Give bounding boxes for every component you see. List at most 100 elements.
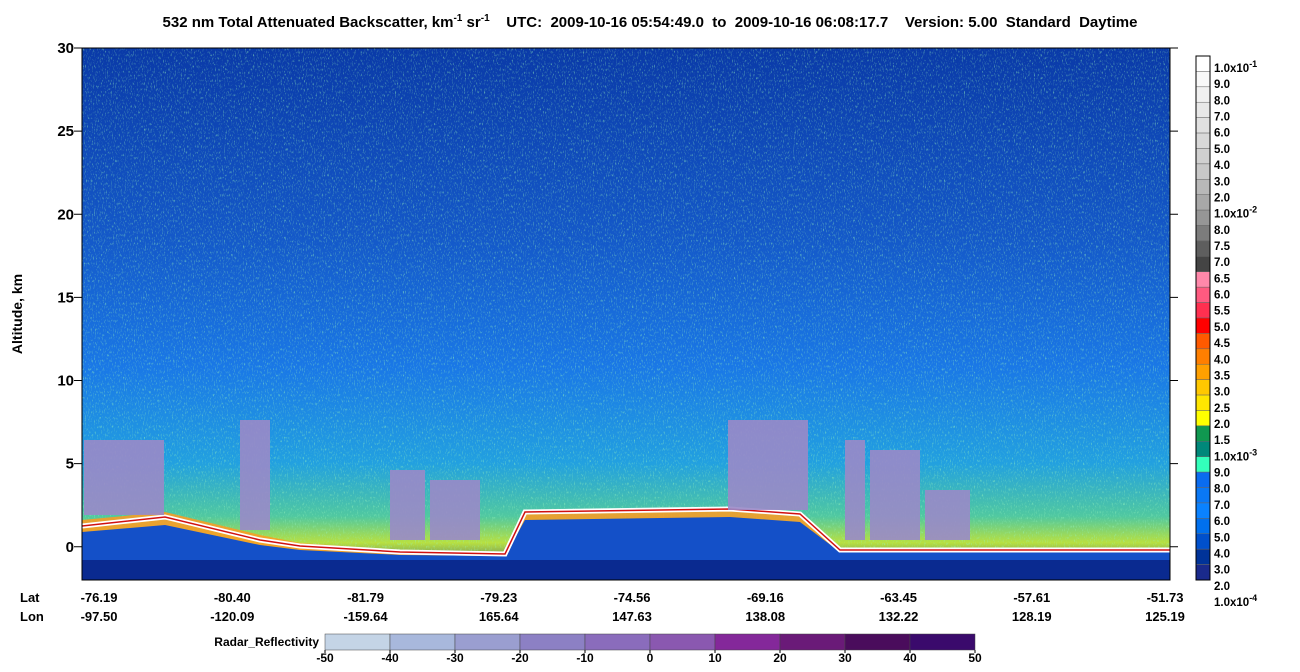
lat-tick-label: -57.61: [1013, 590, 1050, 605]
colorbar-swatch: [1195, 194, 1211, 211]
colorbar-label: 4.0: [1214, 354, 1230, 366]
radar-tick-label: -20: [511, 651, 529, 665]
y-tick-label: 5: [66, 456, 74, 473]
colorbar-label-base: 1.0x10: [1214, 597, 1249, 609]
plot-frame: [81, 47, 1171, 581]
y-tick-label: 20: [57, 206, 74, 223]
lat-tick-label: -74.56: [614, 590, 651, 605]
lon-tick-label: 165.64: [479, 609, 520, 624]
lat-tick-label: -76.19: [81, 590, 118, 605]
lat-tick-label: -80.40: [214, 590, 251, 605]
colorbar-swatch: [1195, 394, 1211, 411]
colorbar-label: 7.0: [1214, 500, 1230, 512]
colorbar-swatch: [1195, 148, 1211, 165]
colorbar-swatch: [1195, 441, 1211, 457]
radar-swatch: [714, 633, 781, 651]
colorbar-swatch: [1195, 101, 1211, 118]
colorbar-swatch: [1195, 302, 1211, 319]
radar-tick-label: -10: [576, 651, 594, 665]
lon-tick-label: -120.09: [210, 609, 254, 624]
radar-tick-label: -40: [381, 651, 399, 665]
y-axis-label: Altitude, km: [9, 274, 25, 354]
colorbar-swatch: [1195, 518, 1211, 535]
colorbar-label: 7.0: [1214, 112, 1230, 124]
radar-swatch: [844, 633, 911, 651]
colorbar-swatch: [1195, 55, 1211, 72]
radar-swatch: [909, 633, 976, 651]
colorbar-label-exponent: -4: [1249, 593, 1257, 603]
colorbar-swatch: [1195, 132, 1211, 149]
colorbar-label: 4.5: [1214, 338, 1231, 350]
radar-label: Radar_Reflectivity: [214, 635, 319, 649]
title-part: 532 nm Total Attenuated Backscatter, km: [163, 14, 454, 31]
colorbar-swatch: [1195, 410, 1211, 427]
y-tick-label: 15: [57, 289, 74, 306]
radar-swatch: [519, 633, 586, 651]
colorbar-label: 3.0: [1214, 176, 1230, 188]
colorbar-swatch: [1195, 363, 1211, 380]
colorbar-label: 1.0x10-2: [1214, 205, 1257, 221]
radar-tick-label: 10: [708, 651, 722, 665]
colorbar-label: 3.0: [1214, 565, 1230, 577]
colorbar-label-exponent: -3: [1249, 447, 1257, 457]
colorbar-swatch: [1195, 502, 1211, 519]
colorbar-label: 1.0x10-1: [1214, 59, 1257, 75]
y-tick-label: 25: [57, 123, 74, 140]
colorbar-label: 5.0: [1214, 322, 1230, 334]
colorbar-label-base: 1.0x10: [1214, 451, 1249, 463]
colorbar-swatch: [1195, 209, 1211, 226]
lon-tick-label: 132.22: [879, 609, 919, 624]
title-superscript: -1: [481, 13, 490, 24]
colorbar-frame: [1195, 55, 1211, 581]
title-part: UTC: 2009-10-16 05:54:49.0 to 2009-10-16…: [490, 14, 1138, 31]
colorbar-label: 2.0: [1214, 419, 1230, 431]
colorbar-label: 4.0: [1214, 548, 1230, 560]
title-part: sr: [462, 14, 481, 31]
title-superscript: -1: [453, 13, 462, 24]
colorbar-label: 3.5: [1214, 370, 1231, 382]
colorbar-swatch: [1195, 240, 1211, 257]
colorbar-swatch: [1195, 163, 1211, 180]
colorbar-swatch: [1195, 333, 1211, 350]
colorbar-swatch: [1195, 487, 1211, 504]
colorbar-label: 8.0: [1214, 225, 1230, 237]
colorbar-label: 9.0: [1214, 79, 1230, 91]
lon-tick-label: 138.08: [745, 609, 785, 624]
radar-tick-label: -50: [316, 651, 334, 665]
radar-swatch: [389, 633, 456, 651]
colorbar-swatch: [1195, 179, 1211, 195]
lon-tick-label: 147.63: [612, 609, 652, 624]
radar-swatch: [649, 633, 716, 651]
colorbar-swatch: [1195, 379, 1211, 396]
colorbar-swatch: [1195, 225, 1211, 242]
radar-tick-label: 40: [903, 651, 917, 665]
lat-label: Lat: [20, 590, 40, 605]
lon-tick-label: 128.19: [1012, 609, 1052, 624]
colorbar-label: 4.0: [1214, 160, 1230, 172]
colorbar-label: 9.0: [1214, 468, 1230, 480]
colorbar-label: 2.5: [1214, 403, 1231, 415]
colorbar-label-base: 1.0x10: [1214, 63, 1249, 75]
colorbar-label: 6.5: [1214, 273, 1231, 285]
colorbar-label: 6.0: [1214, 290, 1230, 302]
lat-tick-label: -79.23: [480, 590, 517, 605]
colorbar-label: 8.0: [1214, 95, 1230, 107]
colorbar-swatch: [1195, 71, 1211, 88]
lat-tick-label: -81.79: [347, 590, 384, 605]
radar-tick-label: -30: [446, 651, 464, 665]
colorbar-label: 2.0: [1214, 581, 1230, 593]
colorbar-label: 1.0x10-3: [1214, 447, 1257, 463]
colorbar-label: 6.0: [1214, 128, 1230, 140]
colorbar-label: 7.5: [1214, 241, 1231, 253]
radar-swatch: [584, 633, 651, 651]
colorbar-swatch: [1195, 86, 1211, 103]
lon-tick-label: 125.19: [1145, 609, 1185, 624]
colorbar-label-base: 1.0x10: [1214, 209, 1249, 221]
curtain-image: [82, 48, 1170, 580]
colorbar-swatch: [1195, 317, 1211, 334]
colorbar-label: 3.0: [1214, 387, 1230, 399]
colorbar-label-exponent: -2: [1249, 205, 1257, 215]
colorbar-label: 7.0: [1214, 257, 1230, 269]
colorbar-swatch: [1195, 564, 1211, 581]
